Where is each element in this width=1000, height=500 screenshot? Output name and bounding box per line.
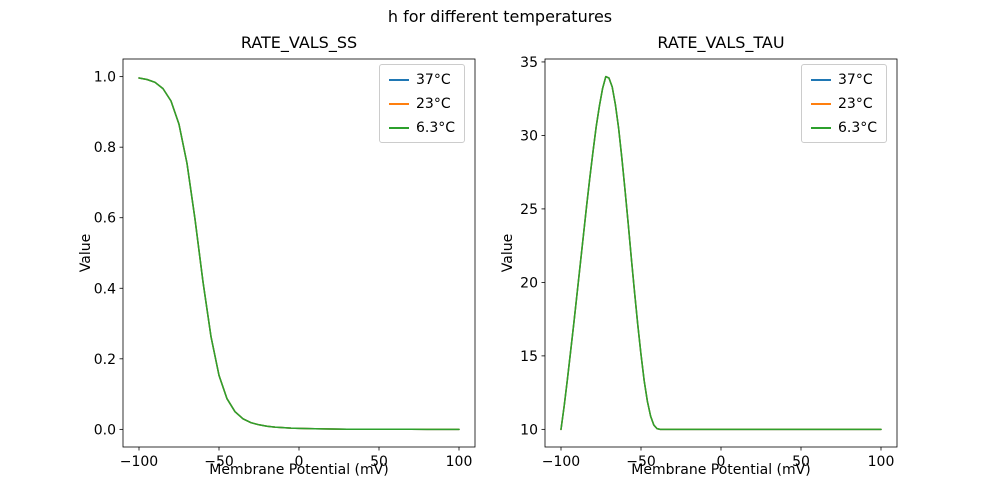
- subplot-ss-xlabel: Membrane Potential (mV): [209, 462, 389, 478]
- legend: 37°C 23°C 6.3°C: [379, 64, 466, 143]
- subplot-ss-title: RATE_VALS_SS: [240, 33, 358, 52]
- legend-line-sample: [389, 102, 409, 105]
- series-line-2: [560, 75, 882, 431]
- legend-line-sample: [389, 78, 409, 81]
- x-tick-label: −50: [626, 454, 656, 470]
- series-line-2: [138, 77, 460, 431]
- y-tick-label: 10: [520, 422, 538, 438]
- legend-line-sample: [811, 126, 831, 129]
- x-tick-label: −100: [542, 454, 580, 470]
- x-tick-label: −50: [204, 454, 234, 470]
- legend-label: 23°C: [416, 95, 451, 112]
- legend-label: 23°C: [838, 95, 873, 112]
- subplot-tau-title: RATE_VALS_TAU: [657, 33, 785, 52]
- x-tick-label: 50: [792, 454, 810, 470]
- legend: 37°C 23°C 6.3°C: [801, 64, 888, 143]
- subplot-tau-canvas: −100 −50 0 50 100 10 15 20 25 30 35: [520, 55, 898, 470]
- x-tick-label: 100: [446, 454, 473, 470]
- legend-entry: 6.3°C: [811, 118, 877, 137]
- figure-title: h for different temperatures: [387, 7, 613, 26]
- y-tick-label: 25: [520, 202, 538, 218]
- y-tick-label: 15: [520, 349, 538, 365]
- y-tick-label: 0.2: [94, 352, 116, 368]
- x-tick-label: 0: [717, 454, 726, 470]
- x-tick-label: −100: [120, 454, 158, 470]
- subplot-tau-xlabel: Membrane Potential (mV): [631, 462, 811, 478]
- y-tick-label: 20: [520, 275, 538, 291]
- y-tick-label: 0.4: [94, 281, 116, 297]
- y-tick-label: 0.6: [94, 211, 116, 227]
- y-tick-label: 35: [520, 55, 538, 71]
- legend-line-sample: [811, 78, 831, 81]
- legend-line-sample: [389, 126, 409, 129]
- legend-label: 6.3°C: [838, 119, 878, 136]
- legend-label: 37°C: [838, 71, 873, 88]
- legend-entry: 23°C: [811, 94, 877, 113]
- legend-label: 37°C: [416, 71, 451, 88]
- y-tick-label: 0.0: [94, 422, 116, 438]
- x-tick-label: 0: [295, 454, 304, 470]
- legend-entry: 23°C: [389, 94, 455, 113]
- y-tick-label: 30: [520, 128, 538, 144]
- legend-entry: 6.3°C: [389, 118, 455, 137]
- legend-label: 6.3°C: [416, 119, 456, 136]
- x-tick-label: 50: [370, 454, 388, 470]
- legend-entry: 37°C: [389, 70, 455, 89]
- x-tick-label: 100: [868, 454, 895, 470]
- legend-line-sample: [811, 102, 831, 105]
- y-tick-label: 1.0: [94, 70, 116, 86]
- legend-entry: 37°C: [811, 70, 877, 89]
- y-tick-label: 0.8: [94, 140, 116, 156]
